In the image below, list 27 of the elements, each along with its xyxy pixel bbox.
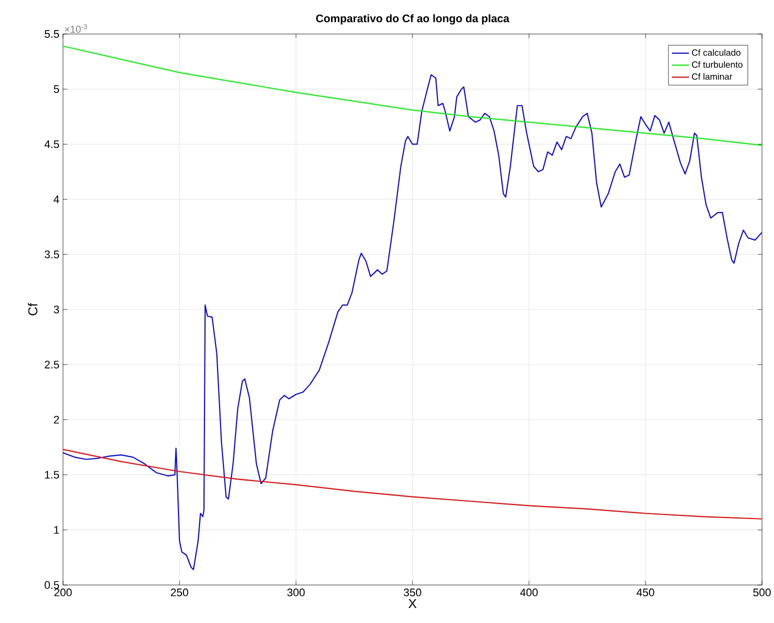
x-tick-label: 200: [54, 588, 72, 596]
y-tick-label: 4: [54, 196, 60, 204]
x-tick-label: 450: [636, 588, 654, 596]
y-tick-label: 2: [54, 416, 59, 424]
y-axis-title: Cf: [28, 303, 38, 316]
y-tick-label: 2.5: [44, 360, 60, 368]
legend-label: Cf calculado: [692, 49, 740, 56]
y-tick-label: 3.5: [44, 250, 60, 258]
y-tick-label: 5: [54, 85, 60, 93]
x-tick-label: 300: [287, 588, 305, 596]
legend-label: Cf turbulento: [692, 61, 742, 68]
y-tick-label: 0.5: [44, 581, 60, 589]
chart-title: Comparativo do Cf ao longo da placa: [316, 14, 510, 25]
text: ×10$^{-3}$: [64, 24, 87, 33]
x-axis-title: X: [408, 599, 417, 608]
y-tick-label: 4.5: [44, 140, 60, 148]
legend-label: Cf laminar: [692, 73, 732, 80]
y-tick-label: 5.5: [44, 30, 60, 38]
x-tick-label: 250: [170, 588, 188, 596]
x-tick-label: 500: [753, 588, 771, 596]
y-tick-label: 1.5: [45, 470, 60, 479]
y-tick-label: 1: [54, 526, 59, 534]
y-tick-label: 3: [54, 306, 59, 314]
line-series: [63, 74, 762, 570]
x-tick-label: 350: [404, 588, 422, 596]
x-tick-label: 400: [520, 588, 538, 596]
line-series: [63, 448, 762, 520]
